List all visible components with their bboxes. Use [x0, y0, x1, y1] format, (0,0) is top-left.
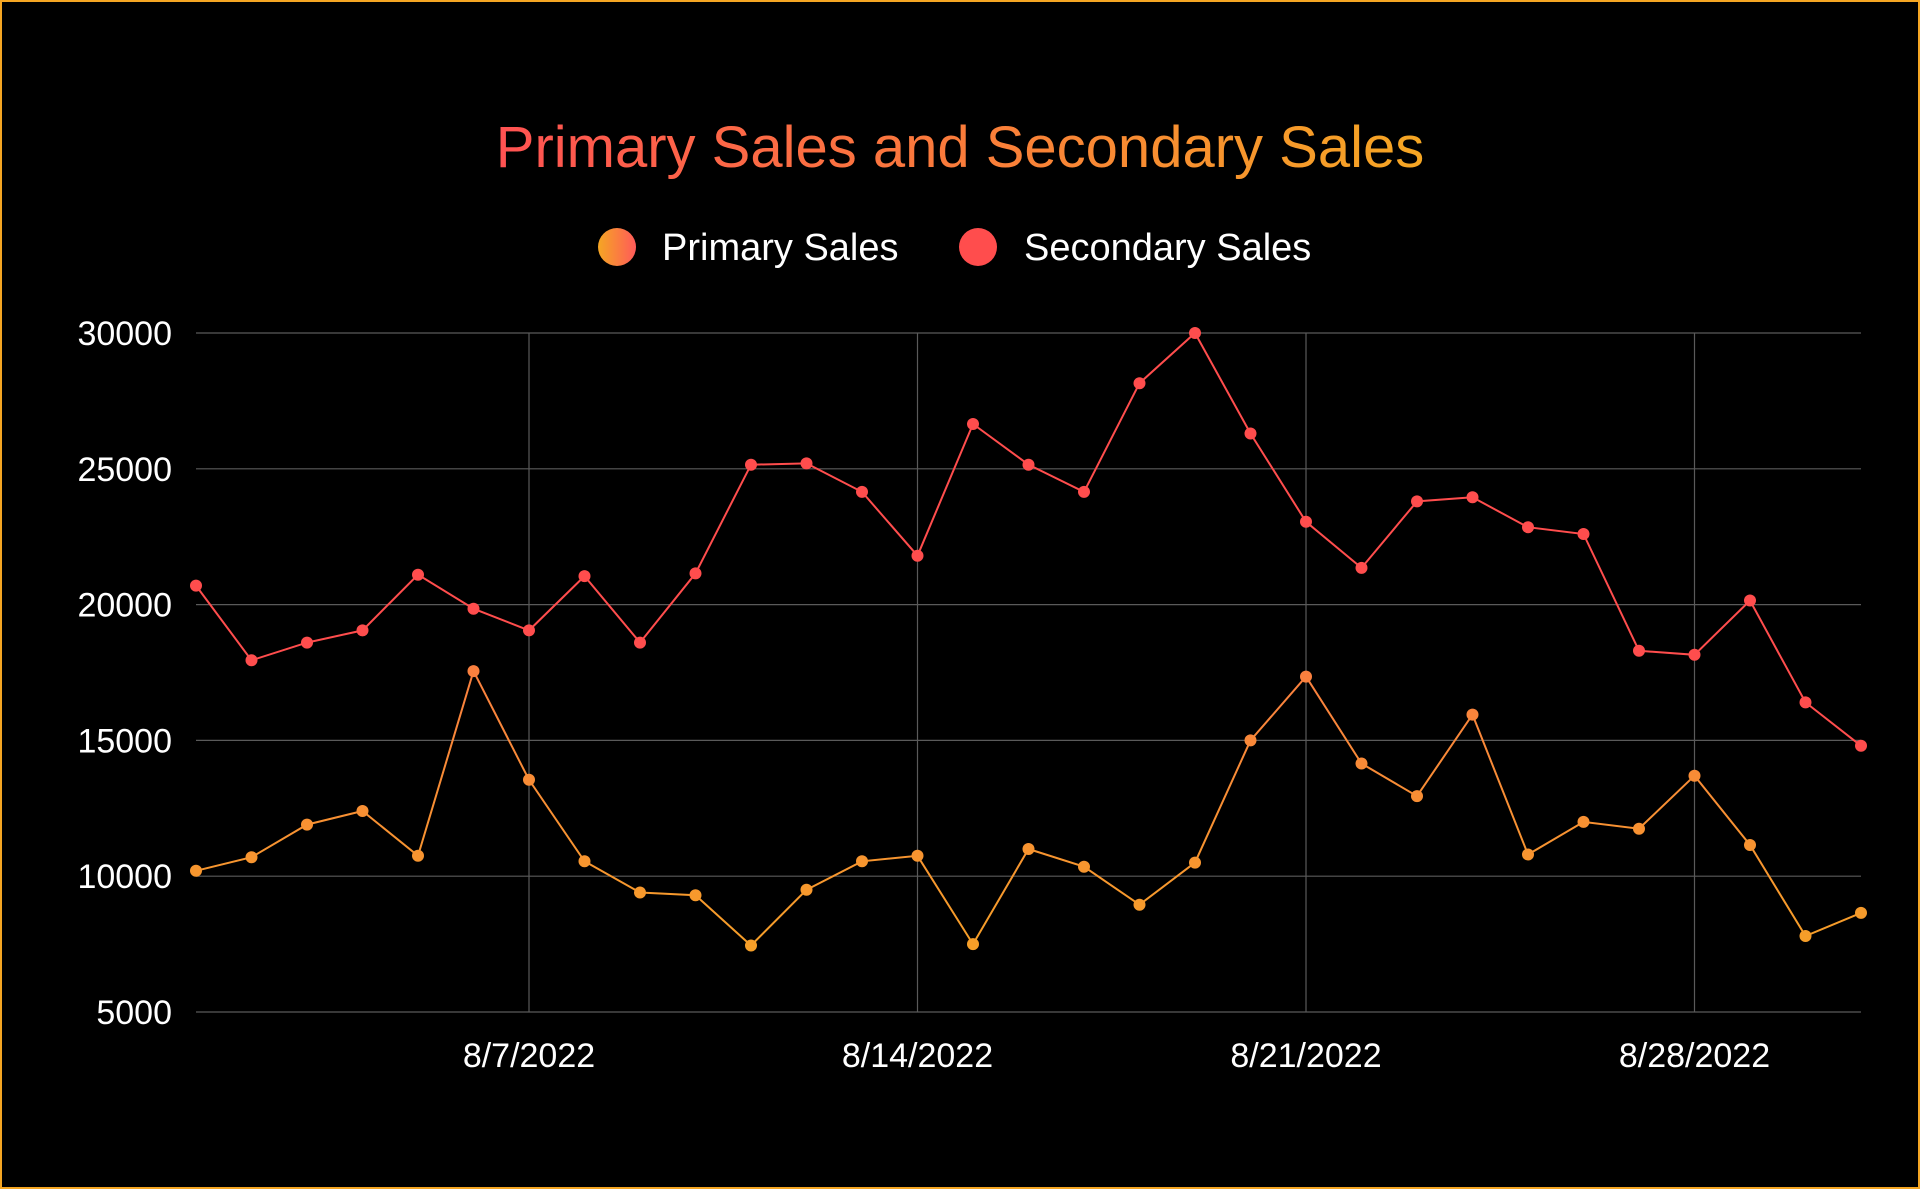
data-point-secondary-sales	[1744, 594, 1756, 607]
data-point-primary-sales	[1688, 769, 1701, 782]
data-point-primary-sales	[1189, 856, 1201, 869]
data-point-primary-sales	[856, 855, 868, 868]
data-point-primary-sales	[1855, 906, 1867, 919]
data-point-secondary-sales	[1189, 327, 1201, 339]
data-point-secondary-sales	[1078, 485, 1090, 498]
data-point-secondary-sales	[1300, 515, 1312, 528]
data-point-secondary-sales	[856, 485, 868, 498]
data-point-primary-sales	[1078, 860, 1090, 873]
data-point-primary-sales	[412, 849, 424, 862]
data-point-primary-sales	[967, 938, 979, 951]
data-point-secondary-sales	[800, 457, 813, 470]
data-point-secondary-sales	[356, 624, 369, 637]
data-point-secondary-sales	[578, 570, 591, 583]
data-point-secondary-sales	[745, 458, 757, 471]
data-point-secondary-sales	[1411, 495, 1423, 508]
x-tick-label: 8/28/2022	[1619, 1037, 1770, 1075]
data-point-primary-sales	[745, 939, 757, 952]
data-point-secondary-sales	[634, 636, 646, 649]
data-point-primary-sales	[1300, 670, 1312, 683]
data-point-primary-sales	[634, 886, 646, 899]
data-point-primary-sales	[467, 665, 480, 678]
data-point-primary-sales	[1799, 930, 1812, 942]
data-point-secondary-sales	[689, 567, 702, 580]
data-point-primary-sales	[1466, 708, 1479, 721]
x-tick-label: 8/14/2022	[842, 1037, 993, 1075]
y-tick-label: 15000	[77, 722, 172, 760]
data-point-secondary-sales	[1577, 528, 1590, 540]
data-point-secondary-sales	[467, 602, 480, 615]
x-tick-label: 8/7/2022	[463, 1037, 595, 1075]
data-point-secondary-sales	[1799, 696, 1812, 709]
data-point-primary-sales	[1244, 734, 1257, 747]
data-point-secondary-sales	[523, 624, 535, 637]
data-point-primary-sales	[1411, 790, 1423, 803]
legend-marker-primary-sales	[598, 228, 636, 266]
x-tick-label: 8/21/2022	[1230, 1037, 1381, 1075]
data-point-primary-sales	[689, 889, 702, 902]
data-point-primary-sales	[523, 773, 535, 786]
data-point-secondary-sales	[412, 568, 424, 581]
legend-label-primary-sales: Primary Sales	[662, 227, 899, 269]
data-point-secondary-sales	[1522, 521, 1534, 534]
legend-marker-secondary-sales	[959, 228, 997, 266]
data-point-primary-sales	[1522, 848, 1534, 861]
data-point-primary-sales	[356, 805, 369, 817]
data-point-primary-sales	[800, 883, 813, 896]
y-tick-label: 5000	[96, 994, 172, 1032]
data-point-secondary-sales	[1244, 427, 1257, 440]
data-point-primary-sales	[245, 851, 258, 864]
grid	[196, 332, 1861, 1013]
y-tick-label: 25000	[77, 451, 172, 489]
data-point-primary-sales	[190, 864, 202, 877]
legend: Primary Sales Secondary Sales	[598, 227, 1311, 269]
series-line-primary-sales	[195, 668, 1862, 947]
data-point-secondary-sales	[1133, 377, 1146, 390]
series-layer	[190, 327, 1867, 952]
data-point-secondary-sales	[1022, 458, 1035, 471]
data-point-secondary-sales	[245, 654, 258, 667]
y-tick-label: 10000	[77, 858, 172, 896]
data-point-primary-sales	[1133, 898, 1146, 911]
data-point-secondary-sales	[1466, 491, 1479, 504]
data-point-primary-sales	[1355, 757, 1368, 770]
y-tick-label: 30000	[77, 315, 172, 353]
data-point-primary-sales	[911, 849, 924, 862]
data-point-secondary-sales	[301, 636, 313, 649]
data-point-primary-sales	[1633, 822, 1645, 835]
data-point-primary-sales	[1577, 815, 1590, 828]
data-point-secondary-sales	[967, 418, 979, 430]
data-point-secondary-sales	[1855, 739, 1867, 752]
data-point-secondary-sales	[1688, 648, 1701, 661]
data-point-secondary-sales	[911, 549, 924, 562]
x-axis: 8/7/2022 8/14/2022 8/21/2022 8/28/2022	[463, 1037, 1770, 1075]
data-point-secondary-sales	[1355, 561, 1368, 574]
data-point-primary-sales	[1744, 839, 1756, 851]
y-tick-label: 20000	[77, 587, 172, 625]
y-axis: 5000 10000 15000 20000 25000 30000	[77, 315, 172, 1032]
data-point-secondary-sales	[1633, 644, 1645, 657]
data-point-primary-sales	[1022, 843, 1035, 855]
series-line-secondary-sales	[195, 331, 1862, 747]
data-point-secondary-sales	[190, 579, 202, 592]
chart-title: Primary Sales and Secondary Sales	[496, 115, 1424, 180]
data-point-primary-sales	[301, 818, 313, 831]
legend-label-secondary-sales: Secondary Sales	[1024, 227, 1311, 269]
data-point-primary-sales	[578, 855, 591, 868]
